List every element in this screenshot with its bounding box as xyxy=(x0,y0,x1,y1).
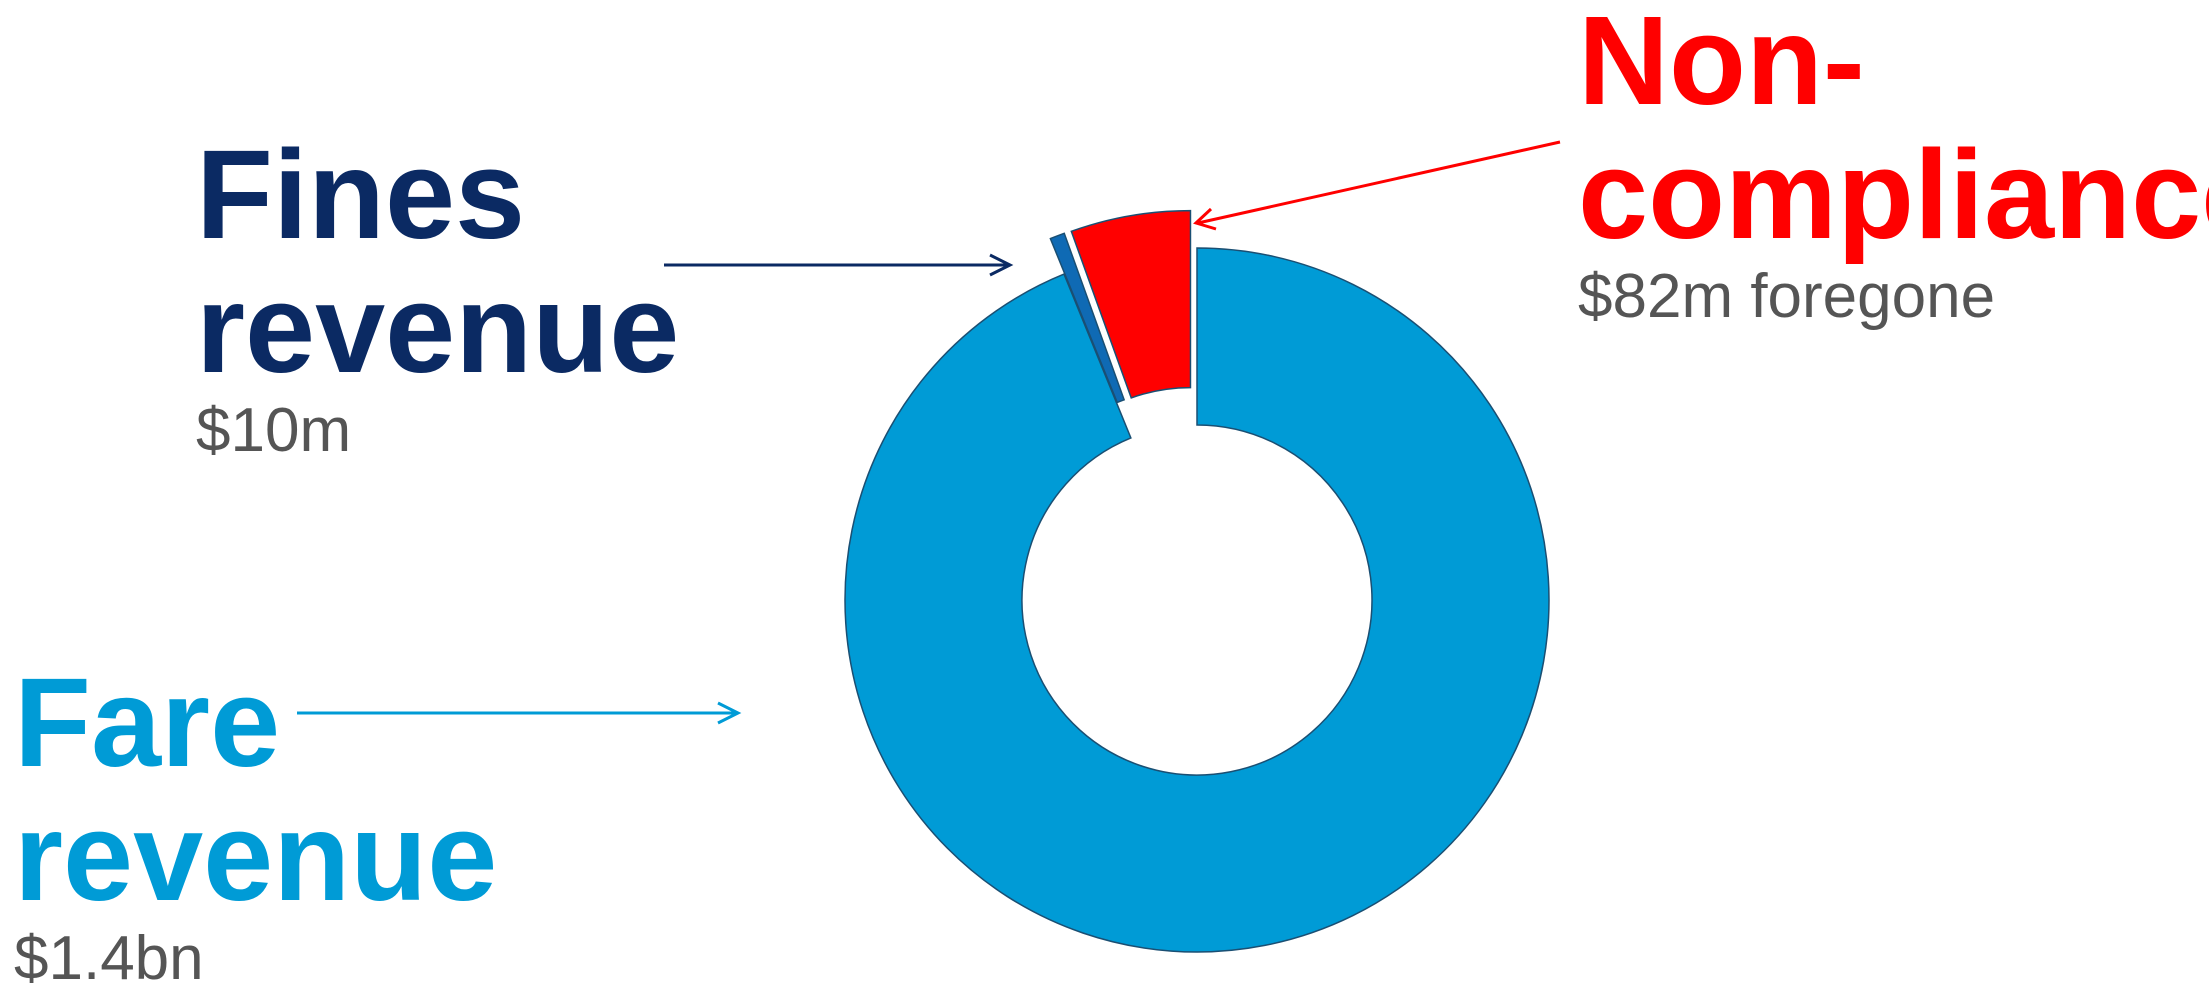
noncompliance-label: Non- compliance $82m foregone xyxy=(1578,0,2209,332)
fare-amount: $1.4bn xyxy=(14,924,204,993)
fines-arrow-head xyxy=(989,253,1014,277)
fare-label: Fare revenue $1.4bn xyxy=(14,656,497,994)
fare-slice xyxy=(844,247,1550,953)
fare-name-line-1: Fare xyxy=(14,652,281,793)
fines-slice xyxy=(1049,232,1126,404)
fare-arrow-head xyxy=(717,701,742,725)
fines-label: Fines revenue $10m xyxy=(196,128,679,466)
donut-slices xyxy=(844,209,1550,953)
fare-name-line-2: revenue xyxy=(14,786,498,927)
noncompliance-name-line-2: compliance xyxy=(1578,124,2209,265)
noncompliance-arrow xyxy=(1197,140,1561,225)
fines-name-line-1: Fines xyxy=(196,124,526,265)
noncompliance-slice xyxy=(1070,209,1192,399)
fines-name-line-2: revenue xyxy=(196,258,680,399)
noncompliance-arrow-head xyxy=(1193,207,1217,231)
noncompliance-amount: $82m foregone xyxy=(1578,262,1996,331)
label-arrows xyxy=(297,140,1561,725)
noncompliance-name-line-1: Non- xyxy=(1578,0,1865,131)
fines-amount: $10m xyxy=(196,396,352,465)
